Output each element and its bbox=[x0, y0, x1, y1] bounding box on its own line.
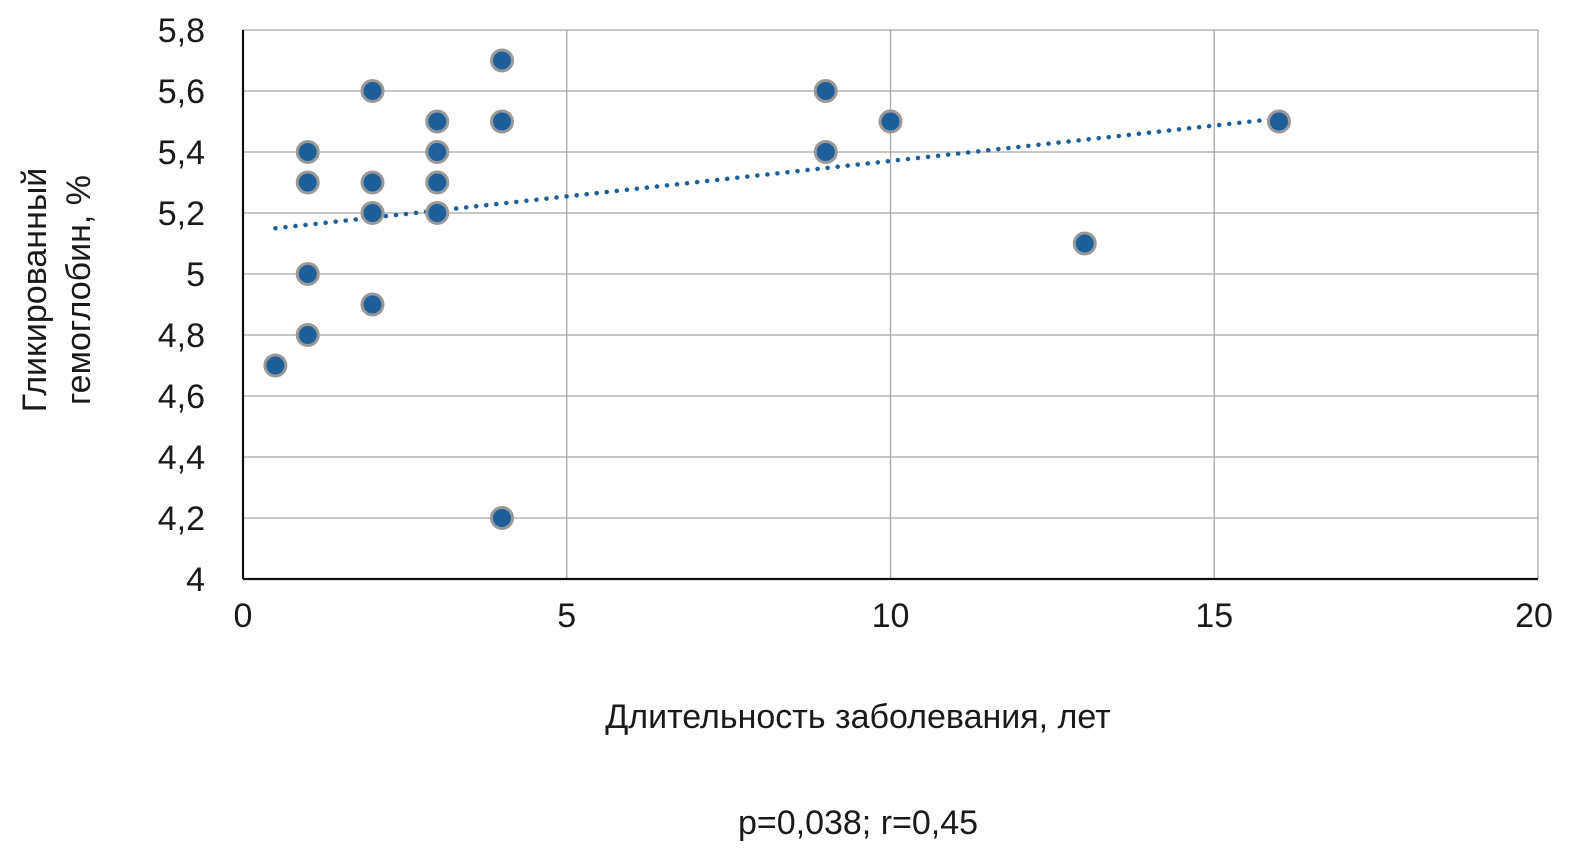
x-tick-label: 20 bbox=[1515, 597, 1553, 635]
y-tick-label: 5,2 bbox=[158, 195, 205, 233]
data-point bbox=[813, 79, 838, 103]
y-tick-label: 4,2 bbox=[158, 500, 205, 538]
y-tick-label: 4 bbox=[186, 561, 205, 599]
data-point bbox=[295, 140, 320, 164]
data-point bbox=[360, 292, 385, 317]
data-point bbox=[360, 170, 385, 195]
x-tick-label: 15 bbox=[1195, 597, 1233, 635]
data-point bbox=[490, 109, 514, 134]
data-point bbox=[263, 353, 288, 378]
data-point bbox=[490, 48, 514, 73]
stats-annotation: p=0,038; r=0,45 bbox=[738, 804, 978, 842]
data-point bbox=[295, 262, 320, 286]
tick-labels: 4 4,2 4,4 4,6 4,8 5 5,2 5,4 5,6 5,8 0 5 10 15 20 bbox=[158, 12, 1553, 635]
x-tick-label: 0 bbox=[234, 597, 253, 635]
y-axis-title: Гликированный гемоглобин, % bbox=[16, 168, 98, 413]
y-tick-label: 5 bbox=[186, 256, 205, 294]
x-tick-label: 10 bbox=[872, 597, 910, 635]
y-tick-label: 4,4 bbox=[158, 439, 205, 477]
x-axis-title: Длительность заболевания, лет bbox=[605, 698, 1111, 736]
data-point bbox=[360, 201, 385, 225]
x-tick-label: 5 bbox=[557, 597, 576, 635]
trendline bbox=[273, 116, 1282, 231]
y-tick-label: 5,6 bbox=[158, 73, 205, 111]
data-point bbox=[425, 170, 450, 195]
y-tick-label: 5,8 bbox=[158, 12, 205, 50]
y-axis-title-line-2: гемоглобин, % bbox=[60, 175, 98, 405]
axes bbox=[241, 30, 1538, 581]
data-points bbox=[263, 48, 1291, 530]
data-point bbox=[813, 140, 838, 164]
y-axis-title-line-1: Гликированный bbox=[16, 168, 54, 413]
y-tick-label: 4,8 bbox=[158, 317, 205, 355]
data-point bbox=[1072, 231, 1097, 256]
data-point bbox=[425, 140, 450, 164]
data-point bbox=[295, 323, 320, 347]
data-point bbox=[490, 506, 514, 530]
data-point bbox=[878, 109, 903, 134]
y-tick-label: 5,4 bbox=[158, 134, 205, 172]
data-point bbox=[360, 79, 385, 103]
trendline-group bbox=[273, 116, 1282, 231]
y-tick-label: 4,6 bbox=[158, 378, 205, 416]
data-point bbox=[295, 170, 320, 195]
data-point bbox=[425, 109, 450, 134]
data-point bbox=[425, 201, 450, 225]
data-point bbox=[1267, 109, 1291, 134]
